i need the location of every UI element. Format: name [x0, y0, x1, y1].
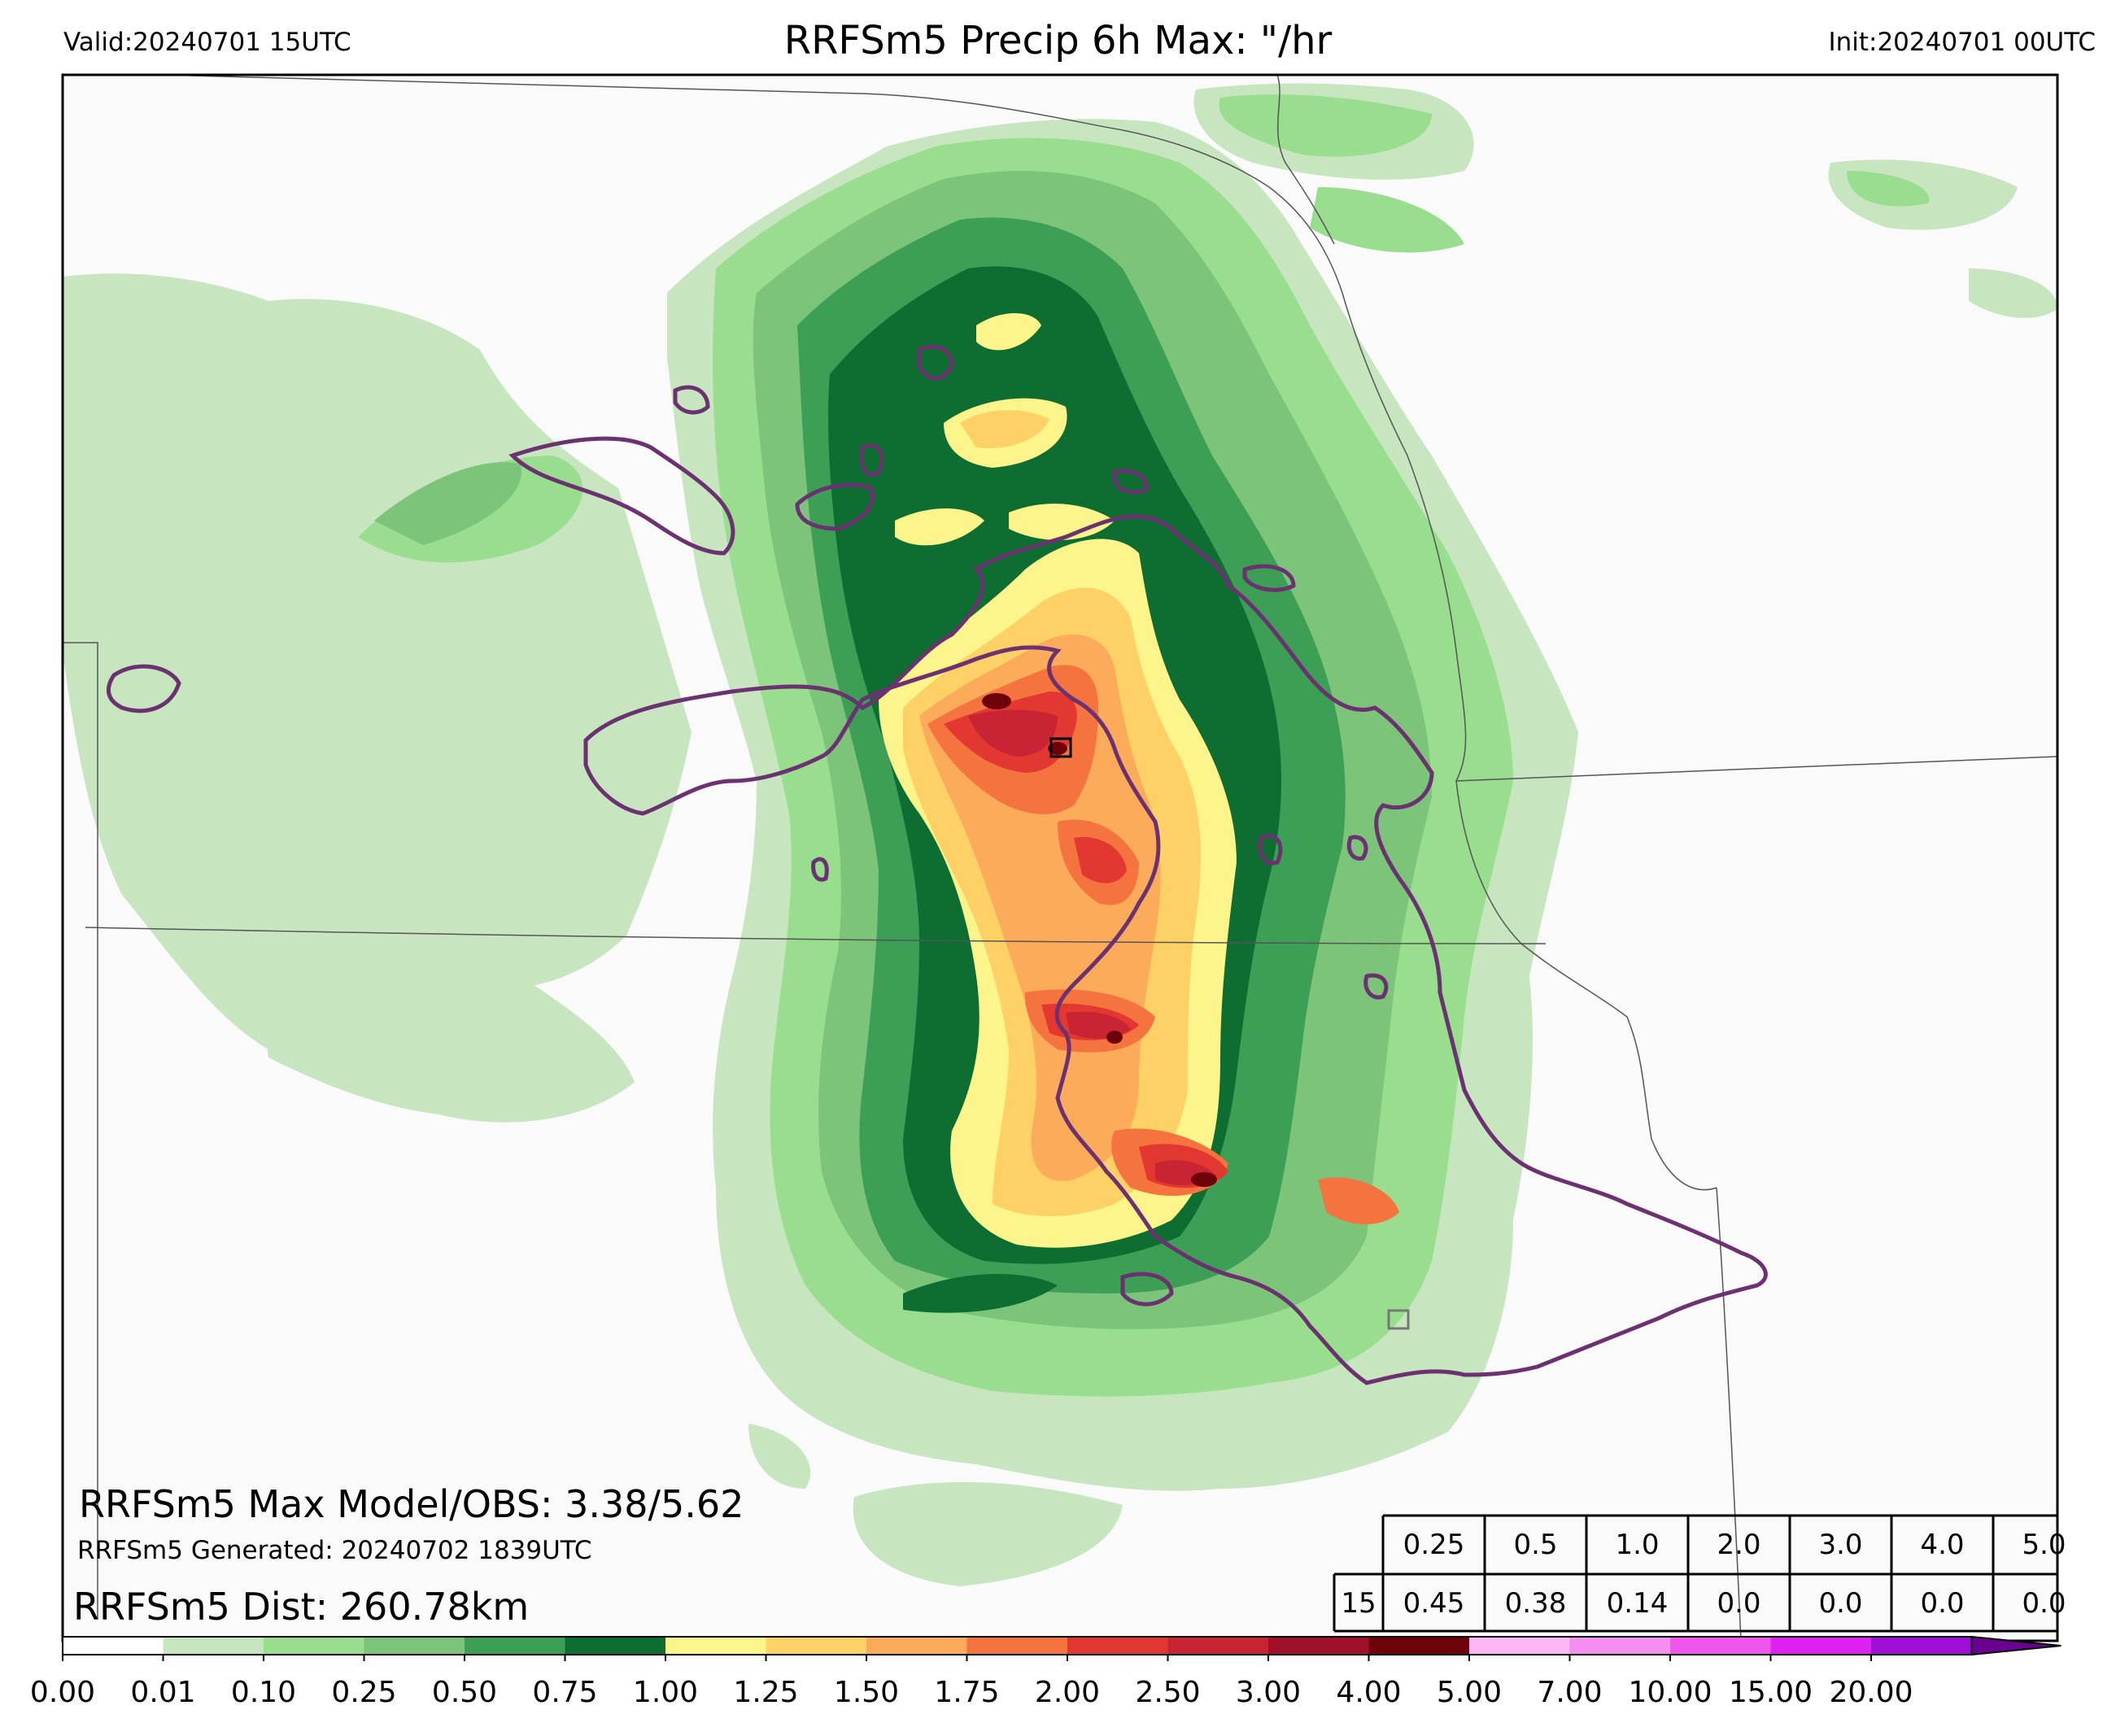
table-value-cell: 0.0	[1920, 1587, 1965, 1620]
precip-300-field	[982, 693, 1217, 1187]
colorbar-swatch	[1770, 1637, 1872, 1655]
colorbar-swatch	[966, 1637, 1068, 1655]
colorbar-swatch	[1268, 1637, 1369, 1655]
table-value-cell: 0.0	[1717, 1587, 1761, 1620]
colorbar-tick-label: 0.00	[29, 1676, 96, 1709]
table-header-cell: 2.0	[1717, 1529, 1761, 1561]
threshold-table-grid	[1333, 1514, 2057, 1633]
colorbar-swatch	[1670, 1637, 1771, 1655]
colorbar-tick-label: 0.25	[331, 1676, 397, 1709]
colorbar-swatch	[1569, 1637, 1671, 1655]
colorbar-tick-label: 5.00	[1436, 1676, 1503, 1709]
colorbar-tick-label: 3.00	[1235, 1676, 1302, 1709]
table-row-label: 15	[1341, 1587, 1376, 1620]
colorbar-tick-label: 0.50	[431, 1676, 498, 1709]
colorbar-tick-label: 1.50	[833, 1676, 900, 1709]
colorbar-swatch	[1167, 1637, 1269, 1655]
colorbar-swatch	[364, 1637, 465, 1655]
table-header-cell: 3.0	[1818, 1529, 1863, 1561]
state-boundaries	[63, 75, 2057, 1641]
colorbar-swatch	[1871, 1637, 1972, 1655]
chart-title: RRFSm5 Precip 6h Max: "/hr	[783, 18, 1333, 63]
colorbar-swatch	[264, 1637, 364, 1655]
colorbar-tick-label: 10.00	[1628, 1676, 1712, 1709]
colorbar-tick-label: 20.00	[1829, 1676, 1913, 1709]
table-header-cell: 0.5	[1513, 1529, 1558, 1561]
max-model-obs-label: RRFSm5 Max Model/OBS: 3.38/5.62	[79, 1482, 744, 1526]
obs-boundary-contours	[106, 344, 1768, 1385]
secondary-station-marker	[1387, 1309, 1410, 1330]
colorbar-swatch	[665, 1637, 766, 1655]
colorbar-swatch	[1469, 1637, 1570, 1655]
colorbar-swatch	[1067, 1637, 1168, 1655]
table-value-cell: 0.38	[1504, 1587, 1567, 1620]
colorbar-tick-label: 2.00	[1034, 1676, 1101, 1709]
colorbar-swatch	[1368, 1637, 1470, 1655]
colorbar-tick-label: 1.25	[733, 1676, 799, 1709]
table-header-cell: 1.0	[1615, 1529, 1660, 1561]
colorbar-tick-label: 15.00	[1728, 1676, 1813, 1709]
colorbar-swatch	[565, 1637, 666, 1655]
generated-time-label: RRFSm5 Generated: 20240702 1839UTC	[77, 1536, 592, 1565]
distance-label: RRFSm5 Dist: 260.78km	[73, 1585, 530, 1629]
table-value-cell: 0.0	[1818, 1587, 1863, 1620]
colorbar-tick-label: 7.00	[1537, 1676, 1603, 1709]
colorbar	[62, 1635, 2061, 1661]
colorbar-tick-label: 1.00	[632, 1676, 699, 1709]
table-header-cell: 4.0	[1920, 1529, 1965, 1561]
colorbar-swatch	[766, 1637, 867, 1655]
colorbar-swatch	[163, 1637, 264, 1655]
colorbar-swatch	[465, 1637, 565, 1655]
colorbar-tick-label: 0.75	[532, 1676, 598, 1709]
colorbar-tick-label: 0.01	[130, 1676, 196, 1709]
colorbar-tick-label: 1.75	[934, 1676, 1000, 1709]
colorbar-tick-label: 2.50	[1135, 1676, 1201, 1709]
colorbar-tick-label: 4.00	[1336, 1676, 1402, 1709]
table-header-cell: 5.0	[2022, 1529, 2066, 1561]
max-obs-station-marker	[1049, 737, 1072, 758]
colorbar-tick-label: 0.10	[230, 1676, 297, 1709]
colorbar-swatch	[63, 1637, 164, 1655]
table-header-cell: 0.25	[1403, 1529, 1465, 1561]
table-value-cell: 0.14	[1606, 1587, 1669, 1620]
table-value-cell: 0.45	[1403, 1587, 1465, 1620]
table-value-cell: 0.0	[2022, 1587, 2066, 1620]
colorbar-outline	[62, 1636, 1973, 1655]
init-time-label: Init:20240701 00UTC	[1828, 28, 2096, 57]
valid-time-label: Valid:20240701 15UTC	[63, 28, 351, 57]
colorbar-swatch	[866, 1637, 967, 1655]
